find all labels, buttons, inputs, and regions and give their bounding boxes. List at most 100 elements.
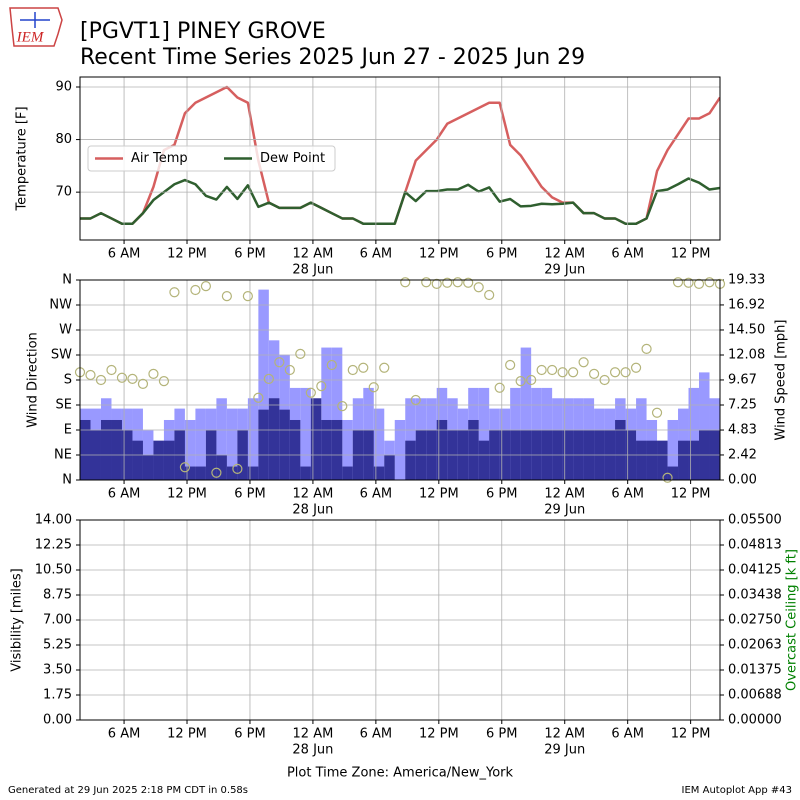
wind-bar: [405, 398, 416, 480]
y-tick-label: E: [64, 423, 72, 438]
x-tick-sublabel: 29 Jun: [544, 503, 585, 518]
subtitle: Recent Time Series 2025 Jun 27 - 2025 Ju…: [80, 45, 585, 70]
x-tick-sublabel: 28 Jun: [292, 503, 333, 518]
x-tick-label: 6 AM: [360, 727, 393, 742]
x-tick-label: 6 PM: [234, 247, 265, 262]
direction-point: [169, 287, 180, 298]
direction-point: [232, 463, 243, 474]
wind-bar: [80, 419, 91, 480]
title: [PGVT1] PINEY GROVE: [80, 19, 326, 44]
wind-bar: [268, 398, 280, 480]
wind-bar: [373, 408, 385, 480]
direction-point: [400, 277, 411, 288]
direction-point: [547, 364, 558, 376]
y2-tick-label: 7.25: [728, 397, 757, 412]
legend-label: Dew Point: [260, 151, 325, 166]
x-tick-label: 12 AM: [544, 487, 585, 502]
wind-bar: [646, 440, 658, 480]
x-tick-label: 6 AM: [108, 247, 141, 262]
direction-point: [620, 367, 631, 378]
y2-tick-label: 0.01375: [728, 663, 782, 678]
direction-point: [242, 291, 253, 302]
x-tick-sublabel: 29 Jun: [544, 743, 585, 758]
direction-point: [609, 367, 621, 378]
legend: Air Temp Dew Point: [87, 145, 336, 172]
wind-bar: [300, 466, 311, 480]
y-tick-label: 90: [55, 79, 72, 94]
direction-point: [358, 362, 369, 373]
direction-point: [316, 381, 327, 392]
y-axis-label: Visibility [miles]: [10, 568, 25, 671]
wind-bar: [468, 419, 479, 480]
x-tick-label: 12 PM: [671, 727, 711, 742]
y2-tick-label: 0.00: [728, 473, 757, 488]
y-tick-label: 8.75: [43, 588, 72, 603]
y-tick-label: SE: [56, 398, 72, 413]
direction-point: [452, 277, 463, 288]
direction-point: [347, 364, 358, 376]
wind-bar: [688, 440, 700, 480]
wind-bar: [111, 419, 122, 480]
wind-bar: [667, 419, 679, 480]
direction-point: [148, 368, 159, 379]
y-tick-label: S: [64, 373, 72, 388]
y2-tick-label: 0.02063: [728, 638, 782, 653]
direction-point: [127, 373, 138, 384]
x-tick-label: 12 AM: [293, 727, 334, 742]
y-axis-label: Wind Direction: [26, 332, 41, 428]
direction-point: [263, 373, 274, 384]
plot-frame: [79, 76, 721, 241]
x-tick-label: 6 AM: [108, 727, 141, 742]
y-axis-label: Temperature [F]: [15, 106, 30, 211]
direction-point: [599, 374, 610, 386]
wind-bar: [289, 419, 301, 480]
wind-bar: [615, 419, 626, 480]
direction-point: [337, 401, 348, 412]
direction-point: [515, 376, 526, 387]
direction-point: [683, 277, 694, 288]
footer-left: Generated at 29 Jun 2025 2:18 PM CDT in …: [8, 785, 248, 796]
x-tick-label: 12 AM: [544, 247, 585, 262]
y-tick-label: NE: [54, 448, 72, 463]
wind-bar: [384, 455, 395, 480]
y2-tick-label: 0.05500: [728, 513, 782, 528]
wind-bar: [405, 440, 416, 480]
y-tick-label: 3.50: [43, 663, 72, 678]
direction-point: [190, 284, 201, 296]
direction-point: [484, 289, 495, 301]
direction-point: [641, 343, 652, 354]
x-tick-label: 6 PM: [486, 727, 517, 742]
direction-point: [116, 372, 128, 383]
line-series: [80, 177, 720, 225]
x-tick-label: 12 PM: [419, 247, 459, 262]
y-tick-label: N: [62, 273, 72, 288]
direction-point: [137, 378, 149, 389]
wind-bar: [226, 408, 238, 480]
direction-point: [651, 407, 663, 418]
direction-point: [557, 367, 568, 378]
direction-point: [704, 277, 715, 288]
x-tick-label: 12 AM: [293, 247, 334, 262]
wind-bar: [247, 466, 259, 480]
y2-tick-label: 19.33: [728, 273, 765, 288]
direction-point: [662, 472, 673, 483]
x-tick-label: 6 PM: [234, 727, 265, 742]
direction-point: [494, 382, 505, 393]
direction-point: [95, 374, 107, 386]
x-tick-sublabel: 29 Jun: [544, 263, 585, 278]
logo: IEM: [9, 7, 63, 47]
direction-point: [630, 362, 642, 373]
direction-point: [421, 277, 432, 288]
x-tick-label: 12 AM: [544, 727, 585, 742]
x-tick-sublabel: 28 Jun: [292, 743, 333, 758]
y-tick-label: 12.25: [35, 538, 72, 553]
y2-tick-label: 0.00688: [728, 688, 782, 703]
x-tick-label: 6 PM: [234, 487, 265, 502]
legend-box: [87, 145, 336, 172]
direction-point: [284, 364, 295, 376]
wind-bar: [478, 387, 490, 480]
y2-axis-label: Overcast Ceiling [k ft]: [785, 549, 800, 691]
wind-bar: [132, 440, 143, 480]
wind-bar: [342, 466, 353, 480]
